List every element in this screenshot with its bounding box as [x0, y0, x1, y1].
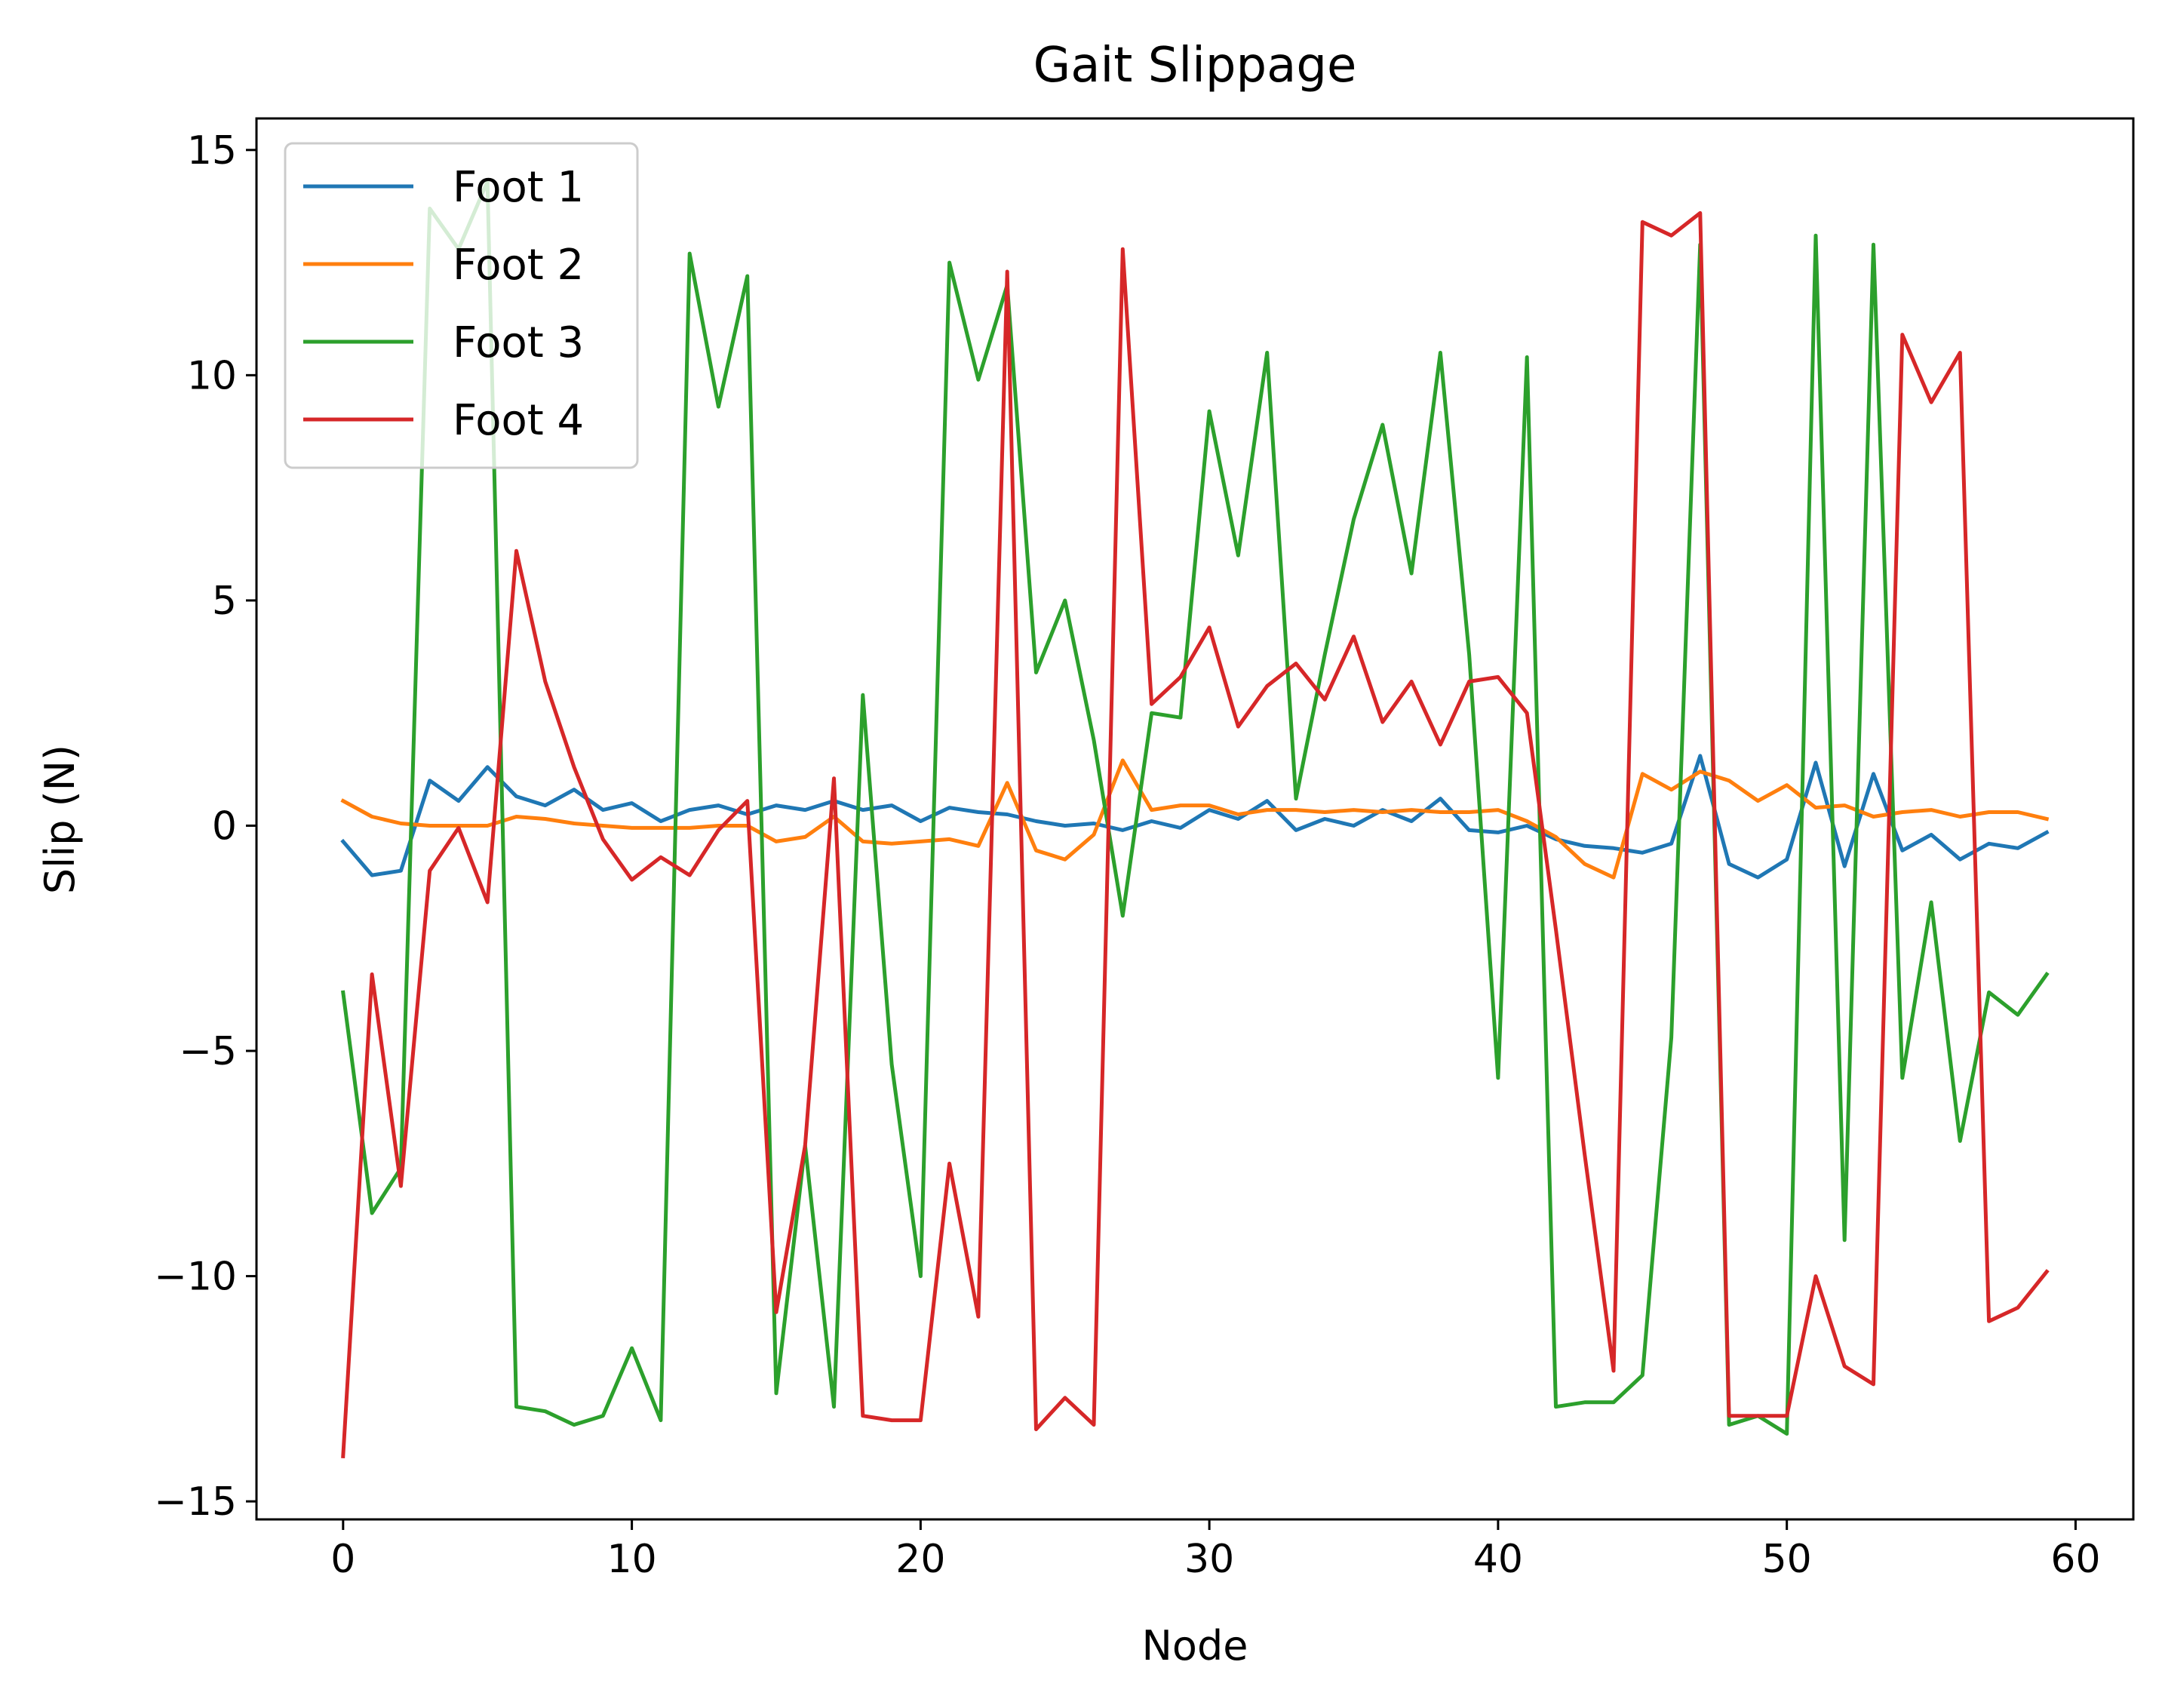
x-axis-label: Node [1142, 1622, 1248, 1670]
plot-frame [255, 117, 2135, 1521]
x-tick-label: 30 [1184, 1537, 1234, 1582]
series-line-foot-2 [340, 758, 2050, 880]
x-tick-label: 20 [895, 1537, 945, 1582]
x-tick-label: 60 [2050, 1537, 2100, 1582]
series-line-foot-1 [340, 754, 2050, 880]
legend-label-foot-4: Foot 4 [453, 396, 584, 445]
y-tick-label: 0 [212, 803, 237, 849]
chart-title: Gait Slippage [1033, 38, 1357, 94]
y-tick-label: −10 [154, 1255, 237, 1300]
y-tick-label: 10 [187, 353, 237, 398]
x-tick-label: 0 [330, 1537, 355, 1582]
legend: Foot 1 Foot 2 Foot 3 Foot 4 [284, 142, 639, 469]
y-axis-label: Slip (N) [36, 745, 84, 894]
y-axis-ticks: −15 −10 −5 0 5 10 15 [154, 128, 256, 1525]
legend-label-foot-3: Foot 3 [453, 318, 584, 367]
series-line-foot-4 [341, 210, 2050, 1459]
y-tick-label: 5 [212, 579, 237, 624]
legend-label-foot-1: Foot 1 [453, 163, 584, 212]
series-layer [340, 180, 2050, 1459]
y-tick-label: −15 [154, 1479, 237, 1525]
x-tick-label: 40 [1473, 1537, 1523, 1582]
series-line-foot-3 [340, 180, 2050, 1436]
legend-box [284, 142, 639, 469]
x-tick-label: 10 [607, 1537, 657, 1582]
y-tick-label: −5 [179, 1029, 237, 1074]
legend-label-foot-2: Foot 2 [453, 241, 584, 290]
y-tick-label: 15 [187, 128, 237, 174]
x-tick-label: 50 [1762, 1537, 1812, 1582]
x-axis-ticks: 0 10 20 30 40 50 60 [330, 1519, 2101, 1582]
